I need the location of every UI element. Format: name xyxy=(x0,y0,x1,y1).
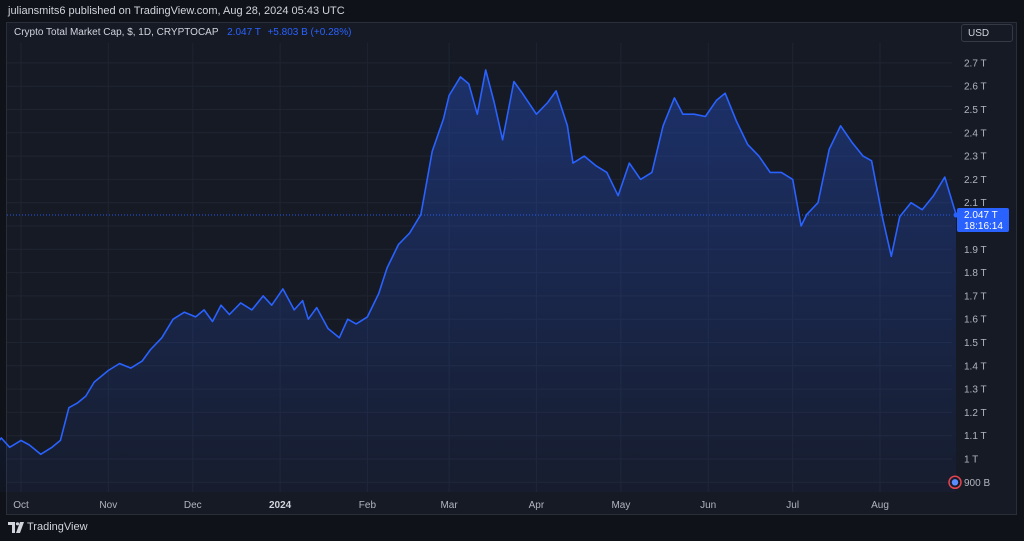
y-tick-label: 2.6 T xyxy=(964,82,987,93)
y-tick-label: 1 T xyxy=(964,455,978,466)
x-tick-label: May xyxy=(611,500,630,511)
currency-button[interactable]: USD xyxy=(961,24,1013,42)
x-tick-label: 2024 xyxy=(269,500,292,511)
y-tick-label: 1.9 T xyxy=(964,245,987,256)
price-badge-countdown: 18:16:14 xyxy=(964,221,1003,232)
x-axis: Oct Nov Dec 2024 Feb Mar Apr May Jun Jul Aug xyxy=(13,500,889,511)
x-tick-label: Dec xyxy=(184,500,202,511)
y-tick-label: 2.3 T xyxy=(964,152,987,163)
x-tick-label: Jun xyxy=(700,500,716,511)
x-tick-label: Aug xyxy=(871,500,889,511)
y-tick-label: 1.4 T xyxy=(964,361,987,372)
publish-info: juliansmits6 published on TradingView.co… xyxy=(8,5,345,17)
last-value: 2.047 T xyxy=(227,27,261,38)
y-tick-label: 1.2 T xyxy=(964,408,987,419)
price-badge-layer: 2.047 T18:16:14 xyxy=(957,208,1009,233)
y-tick-label: 1.7 T xyxy=(964,291,987,302)
x-tick-label: Feb xyxy=(359,500,377,511)
y-tick-label: 2.2 T xyxy=(964,175,987,186)
x-tick-label: Nov xyxy=(99,500,117,511)
chart-legend: Crypto Total Market Cap, $, 1D, CRYPTOCA… xyxy=(14,27,351,38)
flag-icon-core xyxy=(951,479,959,486)
x-tick-label: Jul xyxy=(786,500,799,511)
price-badge-value: 2.047 T xyxy=(964,210,998,221)
y-tick-label: 1.8 T xyxy=(964,268,987,279)
symbol-label: Crypto Total Market Cap, $, 1D, CRYPTOCA… xyxy=(14,27,219,38)
footer: TradingView xyxy=(0,516,1024,541)
y-tick-label: 1.1 T xyxy=(964,431,987,442)
top-bar: juliansmits6 published on TradingView.co… xyxy=(0,0,1024,22)
price-badge xyxy=(957,208,1009,233)
x-tick-label: Oct xyxy=(13,500,29,511)
y-tick-label: 2.1 T xyxy=(964,198,987,209)
y-tick-label: 1.5 T xyxy=(964,338,987,349)
y-tick-label: 2.5 T xyxy=(964,105,987,116)
y-tick-label: 1.3 T xyxy=(964,385,987,396)
tradingview-brand: TradingView xyxy=(27,521,88,533)
tradingview-logo-icon xyxy=(8,522,24,533)
y-tick-label: 2.4 T xyxy=(964,128,987,139)
area-fill-layer xyxy=(0,69,956,492)
area-fill xyxy=(0,69,956,492)
price-change: +5.803 B (+0.28%) xyxy=(267,27,352,38)
series-line xyxy=(0,69,957,456)
x-tick-label: Mar xyxy=(440,500,458,511)
y-tick-label: 900 B xyxy=(964,478,990,489)
y-tick-label: 2.7 T xyxy=(964,58,987,69)
y-tick-label: 1.6 T xyxy=(964,315,987,326)
flag-icon xyxy=(948,475,962,490)
y-axis: 2.7 T 2.6 T 2.5 T 2.4 T 2.3 T 2.2 T 2.1 T 1.9 T… xyxy=(948,58,990,490)
x-tick-label: Apr xyxy=(529,500,545,511)
